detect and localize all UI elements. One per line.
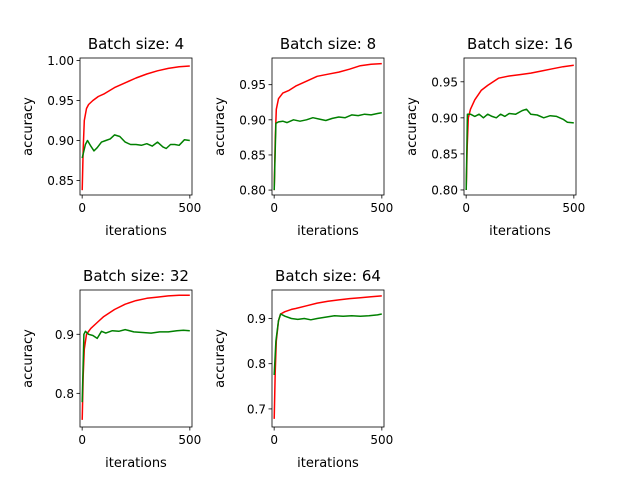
y-tick-label: 0.90 — [431, 111, 458, 125]
y-tick-label: 0.80 — [431, 183, 458, 197]
subplot-4: 0 500 0.8 0.9 Batch size: 32 iterations accura… — [21, 267, 201, 471]
x-tick-label: 0 — [462, 201, 470, 215]
y-tick-label: 0.8 — [247, 357, 266, 371]
y-axis-label: accuracy — [21, 329, 36, 388]
subplot-title: Batch size: 32 — [83, 267, 189, 285]
y-tick-label: 0.85 — [431, 147, 458, 161]
y-axis-label: accuracy — [213, 329, 228, 388]
y-axis-label: accuracy — [21, 97, 36, 156]
y-tick-label: 0.90 — [239, 113, 266, 127]
x-tick-label: 500 — [370, 201, 393, 215]
x-tick-label: 500 — [562, 201, 585, 215]
y-tick-label: 0.85 — [47, 174, 74, 188]
subplot-5: 0 500 0.7 0.8 0.9 Batch size: 64 iterations acc… — [213, 267, 393, 471]
x-tick-label: 500 — [178, 201, 201, 215]
subplot-title: Batch size: 8 — [280, 35, 376, 53]
x-axis-label: iterations — [105, 224, 167, 239]
y-tick-label: 1.00 — [47, 54, 74, 68]
x-axis-label: iterations — [489, 224, 551, 239]
series-line-green — [81, 328, 190, 403]
series-line-green — [273, 313, 382, 376]
subplot-title: Batch size: 4 — [88, 35, 184, 53]
axes-frame — [79, 57, 193, 196]
x-tick-label: 500 — [178, 433, 201, 447]
y-tick-label: 0.8 — [55, 387, 74, 401]
y-tick-label: 0.9 — [55, 328, 74, 342]
subplot-2: 0 500 0.80 0.85 0.90 0.95 Batch size: 8 iterati… — [213, 35, 393, 239]
subplot-3: 0 500 0.80 0.85 0.90 0.95 Batch size: 16 iterat… — [405, 35, 585, 239]
y-tick-label: 0.90 — [47, 134, 74, 148]
y-tick-label: 0.9 — [247, 312, 266, 326]
y-tick-label: 0.85 — [239, 148, 266, 162]
x-axis-label: iterations — [297, 224, 359, 239]
y-tick-label: 0.95 — [239, 78, 266, 92]
series-line-red — [81, 65, 190, 191]
y-axis-label: accuracy — [405, 97, 420, 156]
x-tick-label: 0 — [78, 433, 86, 447]
series-line-green — [81, 134, 190, 159]
series-line-green — [465, 108, 574, 191]
axes-frame — [79, 289, 193, 428]
y-tick-label: 0.95 — [431, 75, 458, 89]
x-tick-label: 0 — [270, 201, 278, 215]
x-axis-label: iterations — [105, 456, 167, 471]
subplot-title: Batch size: 16 — [467, 35, 573, 53]
axes-frame — [463, 57, 577, 196]
series-line-green — [273, 112, 382, 191]
series-line-red — [273, 62, 382, 191]
axes-frame — [271, 289, 385, 428]
x-tick-label: 0 — [270, 433, 278, 447]
y-tick-label: 0.95 — [47, 94, 74, 108]
y-axis-label: accuracy — [213, 97, 228, 156]
subplot-1: 0 500 0.85 0.90 0.95 1.00 Batch size: 4 iterati… — [21, 35, 201, 239]
x-tick-label: 0 — [78, 201, 86, 215]
series-line-red — [465, 64, 574, 191]
x-tick-label: 500 — [370, 433, 393, 447]
axes-frame — [271, 57, 385, 196]
subplot-title: Batch size: 64 — [275, 267, 381, 285]
y-tick-label: 0.80 — [239, 184, 266, 198]
series-line-red — [81, 294, 190, 420]
y-tick-label: 0.7 — [247, 402, 266, 416]
x-axis-label: iterations — [297, 456, 359, 471]
series-line-red — [273, 295, 382, 419]
